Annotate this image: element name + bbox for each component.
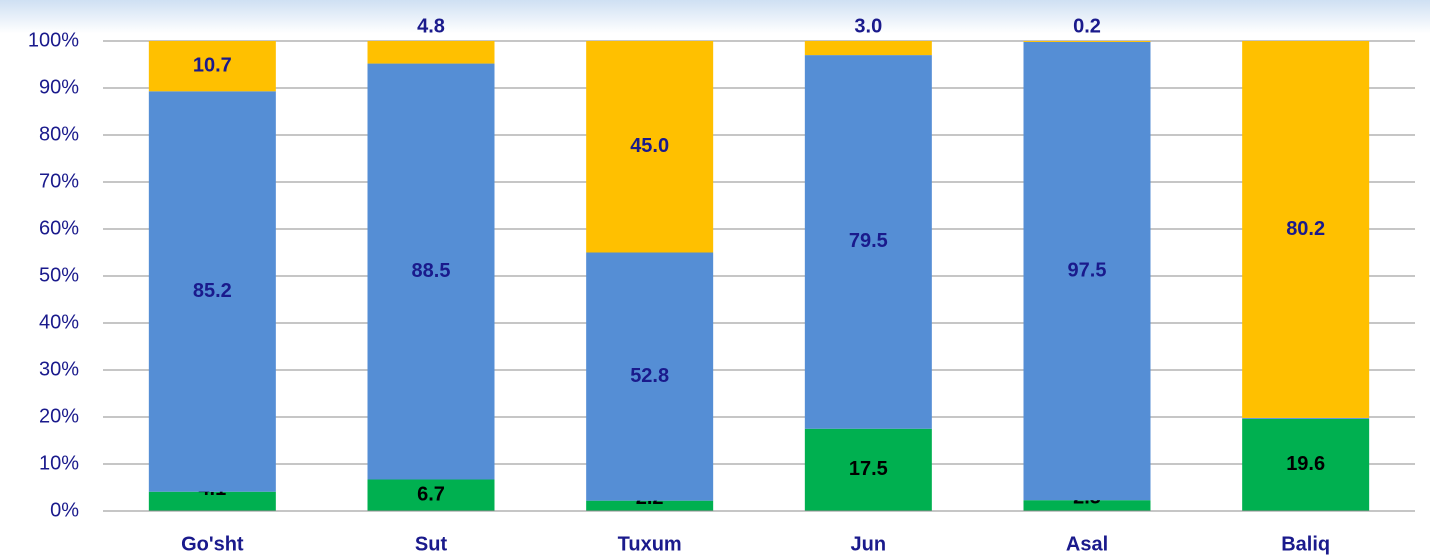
data-label: 10.7 xyxy=(193,54,232,76)
bar-segment xyxy=(1023,41,1151,42)
y-tick-label: 50% xyxy=(39,264,79,286)
data-label: 0.2 xyxy=(1073,15,1101,37)
bar-segment xyxy=(148,491,276,511)
data-label: 85.2 xyxy=(193,280,232,302)
bar-segment xyxy=(586,500,714,511)
bar-segment xyxy=(804,55,932,429)
data-label: 88.5 xyxy=(412,260,451,282)
y-tick-label: 60% xyxy=(39,217,79,239)
bar-segment xyxy=(367,41,495,64)
data-label: 6.7 xyxy=(417,484,445,506)
bar-segment xyxy=(1242,41,1370,418)
y-tick-label: 30% xyxy=(39,358,79,380)
data-label: 80.2 xyxy=(1286,218,1325,240)
y-tick-label: 90% xyxy=(39,76,79,98)
y-tick-label: 80% xyxy=(39,123,79,145)
data-label: 97.5 xyxy=(1068,259,1107,281)
x-tick-label: Asal xyxy=(1066,533,1108,555)
bar-segment xyxy=(367,63,495,480)
x-tick-label: Go'sht xyxy=(181,533,244,555)
bar-segment xyxy=(1023,500,1151,511)
bar-segment xyxy=(367,479,495,511)
data-label: 79.5 xyxy=(849,230,888,252)
x-tick-label: Jun xyxy=(851,533,887,555)
y-tick-label: 40% xyxy=(39,311,79,333)
bar-segment xyxy=(148,41,276,92)
bar-segment xyxy=(148,91,276,492)
bar-segment xyxy=(1242,418,1370,511)
y-tick-label: 100% xyxy=(28,29,79,51)
bar-segment xyxy=(804,41,932,56)
data-label: 45.0 xyxy=(630,135,669,157)
data-label: 17.5 xyxy=(849,458,888,480)
x-tick-label: Tuxum xyxy=(618,533,682,555)
bar-segment xyxy=(1242,417,1370,419)
bar-segment xyxy=(1023,41,1151,501)
x-tick-label: Sut xyxy=(415,533,448,555)
data-label: 19.6 xyxy=(1286,453,1325,475)
bar-segment xyxy=(586,41,714,253)
data-label: 52.8 xyxy=(630,365,669,387)
x-tick-label: Baliq xyxy=(1281,533,1330,555)
y-tick-label: 20% xyxy=(39,405,79,427)
bar-segment xyxy=(804,428,932,511)
y-tick-label: 10% xyxy=(39,452,79,474)
bar-segment xyxy=(586,252,714,501)
data-label: 4.8 xyxy=(417,15,445,37)
data-label: 3.0 xyxy=(854,15,882,37)
y-tick-label: 0% xyxy=(50,499,79,521)
y-tick-label: 70% xyxy=(39,170,79,192)
